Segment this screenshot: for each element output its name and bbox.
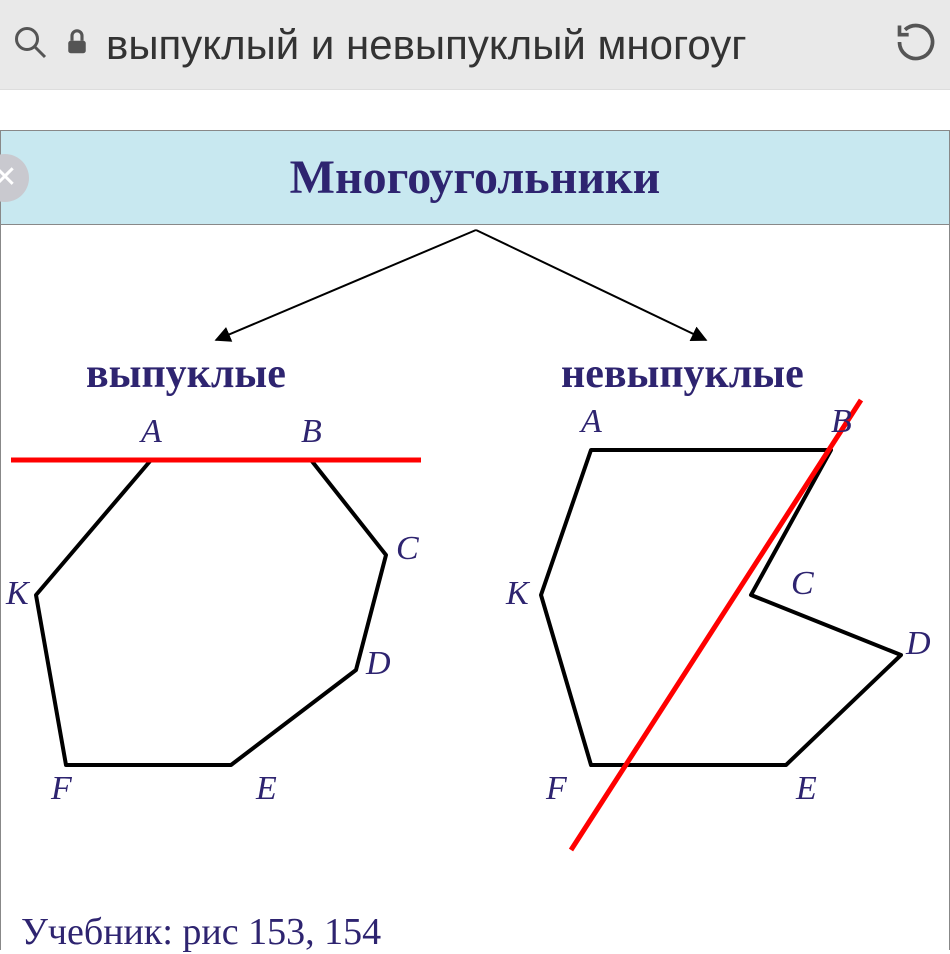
label-E1: E [256, 770, 277, 808]
label-F2: F [546, 770, 567, 808]
label-B1: B [301, 413, 322, 451]
convex-heading: выпуклые [86, 350, 286, 398]
lock-icon [62, 27, 92, 62]
label-A1: A [141, 413, 162, 451]
label-K2: К [506, 575, 529, 613]
refresh-icon[interactable] [894, 20, 938, 69]
search-icon[interactable] [12, 24, 48, 65]
url-text[interactable]: выпуклый и невыпуклый многоуг [106, 21, 747, 69]
label-F1: F [51, 770, 72, 808]
label-D2: D [906, 625, 931, 663]
label-E2: E [796, 770, 817, 808]
label-D1: D [366, 645, 391, 683]
browser-address-bar: выпуклый и невыпуклый многоуг [0, 0, 950, 90]
label-A2: A [581, 403, 602, 441]
footer-text: Учебник: рис 153, 154 [0, 910, 950, 950]
close-icon[interactable]: ✕ [0, 154, 29, 202]
label-C1: C [396, 530, 419, 568]
main-title: Многоугольники [290, 150, 661, 205]
concave-heading: невыпуклые [561, 350, 804, 398]
diagram-area: выпуклые невыпуклые A B C D E F К A B C … [0, 225, 950, 910]
label-K1: К [6, 575, 29, 613]
label-C2: C [791, 565, 814, 603]
label-B2: B [831, 403, 852, 441]
title-bar: ✕ Многоугольники [0, 130, 950, 225]
